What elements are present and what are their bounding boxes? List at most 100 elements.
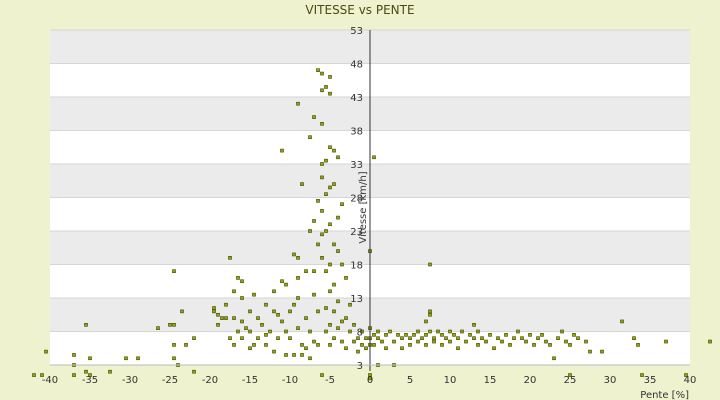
data-point <box>172 356 176 361</box>
data-point <box>380 339 384 344</box>
data-point <box>376 336 380 341</box>
y-tick-label: 48 <box>350 60 363 71</box>
data-point <box>340 262 344 267</box>
data-point <box>84 322 88 327</box>
data-point <box>364 346 368 351</box>
x-tick-label: 40 <box>684 375 697 386</box>
data-point <box>432 339 436 344</box>
data-point <box>276 336 280 341</box>
data-point <box>428 309 432 314</box>
data-point <box>568 343 572 347</box>
data-point <box>328 289 332 294</box>
data-point <box>500 339 504 344</box>
data-point <box>588 349 592 354</box>
data-point <box>180 309 184 314</box>
data-point <box>212 309 216 314</box>
data-point <box>264 302 268 307</box>
data-point <box>272 289 276 294</box>
data-point <box>372 155 376 160</box>
data-point <box>428 329 432 334</box>
data-point <box>364 336 368 341</box>
data-point <box>620 319 624 324</box>
data-point <box>332 242 336 247</box>
x-tick-label: -30 <box>122 375 138 386</box>
y-tick-label: 28 <box>350 194 363 205</box>
data-point <box>492 346 496 351</box>
data-point <box>384 346 388 351</box>
data-point <box>308 135 312 139</box>
data-point <box>296 276 300 280</box>
data-point <box>172 343 176 347</box>
data-point <box>220 316 224 320</box>
data-point <box>156 326 160 330</box>
data-point <box>296 101 300 106</box>
data-point <box>324 158 328 163</box>
data-point <box>216 312 220 317</box>
data-point <box>420 336 424 341</box>
data-point <box>368 376 372 381</box>
data-point <box>244 326 248 330</box>
data-point <box>540 333 544 337</box>
data-points <box>32 68 712 381</box>
data-point <box>272 309 276 314</box>
data-point <box>320 373 324 377</box>
x-tick-labels: -40 -35 -30 -25 -20 -15 -10 -5 0 5 10 15 20 25 30 35 40 <box>42 375 697 386</box>
data-point <box>372 343 376 347</box>
data-point <box>304 346 308 351</box>
data-point <box>336 155 340 160</box>
x-tick-label: -15 <box>242 375 258 386</box>
data-point <box>348 302 352 307</box>
data-point <box>332 182 336 186</box>
data-point <box>456 346 460 351</box>
data-point <box>516 329 520 334</box>
data-point <box>320 232 324 237</box>
data-point <box>548 343 552 347</box>
data-point <box>324 192 328 196</box>
data-point <box>320 255 324 260</box>
data-point <box>640 373 644 377</box>
data-point <box>284 353 288 357</box>
data-point <box>632 336 636 341</box>
data-point <box>684 373 688 377</box>
data-point <box>240 279 244 284</box>
data-point <box>340 202 344 206</box>
data-point <box>428 312 432 317</box>
data-point <box>256 336 260 341</box>
data-point <box>352 339 356 344</box>
data-point <box>600 349 604 354</box>
y-tick-label: 8 <box>357 328 363 339</box>
data-point <box>320 209 324 213</box>
data-point <box>512 336 516 341</box>
data-point <box>384 333 388 337</box>
data-point <box>248 346 252 351</box>
data-point <box>300 182 304 186</box>
data-point <box>524 339 528 344</box>
data-point <box>320 175 324 180</box>
data-point <box>476 329 480 334</box>
data-point <box>324 269 328 274</box>
data-point <box>224 316 228 320</box>
data-point <box>324 229 328 233</box>
data-point <box>440 333 444 337</box>
y-tick-label: 38 <box>350 127 363 138</box>
data-point <box>488 333 492 337</box>
data-point <box>240 296 244 300</box>
data-point <box>324 85 328 89</box>
data-point <box>248 329 252 334</box>
data-point <box>236 276 240 280</box>
data-point <box>392 339 396 344</box>
data-point <box>560 329 564 334</box>
data-point <box>72 353 76 357</box>
data-point <box>312 339 316 344</box>
data-point <box>232 289 236 294</box>
data-point <box>228 336 232 341</box>
data-point <box>328 343 332 347</box>
data-point <box>192 336 196 341</box>
data-point <box>172 269 176 274</box>
data-point <box>304 269 308 274</box>
data-point <box>232 343 236 347</box>
data-point <box>332 309 336 314</box>
x-tick-label: -20 <box>202 375 218 386</box>
data-point <box>248 309 252 314</box>
